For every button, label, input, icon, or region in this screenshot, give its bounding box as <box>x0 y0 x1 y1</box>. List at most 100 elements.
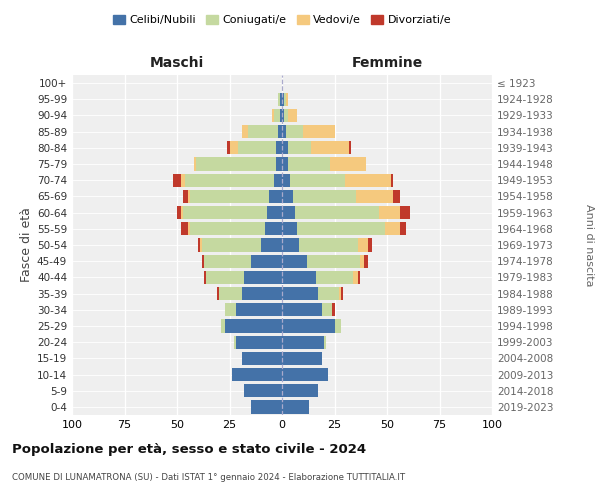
Bar <box>338 287 341 300</box>
Bar <box>242 352 282 365</box>
Bar <box>282 190 293 203</box>
Bar <box>296 222 385 235</box>
Bar <box>282 222 296 235</box>
Bar <box>194 158 196 170</box>
Bar <box>299 238 358 252</box>
Bar <box>271 109 274 122</box>
Bar <box>335 320 341 332</box>
Bar <box>173 174 181 187</box>
Bar <box>181 206 184 220</box>
Bar <box>242 287 282 300</box>
Bar <box>282 92 284 106</box>
Bar <box>274 174 282 187</box>
Bar <box>282 158 289 170</box>
Bar <box>221 320 226 332</box>
Bar <box>385 222 400 235</box>
Bar <box>358 270 360 284</box>
Bar <box>219 287 242 300</box>
Bar <box>204 254 251 268</box>
Bar <box>311 141 349 154</box>
Bar <box>227 141 229 154</box>
Bar <box>341 287 343 300</box>
Bar <box>282 384 318 398</box>
Text: Popolazione per età, sesso e stato civile - 2024: Popolazione per età, sesso e stato civil… <box>12 442 366 456</box>
Bar <box>391 174 394 187</box>
Bar <box>282 174 290 187</box>
Bar <box>282 238 299 252</box>
Bar <box>400 206 410 220</box>
Bar <box>290 174 345 187</box>
Bar <box>185 174 274 187</box>
Text: Anni di nascita: Anni di nascita <box>584 204 594 286</box>
Bar <box>360 254 364 268</box>
Y-axis label: Fasce di età: Fasce di età <box>20 208 33 282</box>
Bar <box>236 336 282 349</box>
Bar <box>282 368 328 381</box>
Bar <box>286 125 303 138</box>
Bar <box>282 125 286 138</box>
Bar <box>282 206 295 220</box>
Bar <box>244 270 282 284</box>
Legend: Celibi/Nubili, Coniugati/e, Vedovi/e, Divorziati/e: Celibi/Nubili, Coniugati/e, Vedovi/e, Di… <box>108 10 456 30</box>
Bar <box>345 174 391 187</box>
Bar <box>181 222 187 235</box>
Bar <box>307 254 360 268</box>
Bar <box>358 238 368 252</box>
Bar <box>278 125 282 138</box>
Bar <box>400 222 406 235</box>
Bar <box>204 270 206 284</box>
Bar <box>280 92 282 106</box>
Bar <box>238 141 276 154</box>
Bar <box>349 141 352 154</box>
Bar <box>282 254 307 268</box>
Text: COMUNE DI LUNAMATRONA (SU) - Dati ISTAT 1° gennaio 2024 - Elaborazione TUTTITALI: COMUNE DI LUNAMATRONA (SU) - Dati ISTAT … <box>12 472 405 482</box>
Bar <box>322 303 332 316</box>
Bar <box>202 238 261 252</box>
Bar <box>276 158 282 170</box>
Bar <box>282 287 318 300</box>
Bar <box>234 336 236 349</box>
Bar <box>202 254 204 268</box>
Bar <box>284 109 289 122</box>
Bar <box>184 206 268 220</box>
Bar <box>226 303 236 316</box>
Bar <box>282 109 284 122</box>
Bar <box>353 270 358 284</box>
Bar <box>282 320 335 332</box>
Bar <box>217 287 219 300</box>
Bar <box>200 238 202 252</box>
Bar <box>295 206 379 220</box>
Bar <box>244 384 282 398</box>
Bar <box>284 92 286 106</box>
Bar <box>196 158 276 170</box>
Bar <box>236 303 282 316</box>
Bar <box>198 238 200 252</box>
Bar <box>206 270 244 284</box>
Text: Femmine: Femmine <box>352 56 422 70</box>
Bar <box>276 141 282 154</box>
Bar <box>379 206 400 220</box>
Bar <box>242 125 248 138</box>
Bar <box>286 92 289 106</box>
Bar <box>289 109 296 122</box>
Bar <box>332 303 335 316</box>
Bar <box>394 190 400 203</box>
Bar <box>251 400 282 413</box>
Bar <box>282 400 310 413</box>
Bar <box>324 336 326 349</box>
Bar <box>331 158 366 170</box>
Bar <box>303 125 335 138</box>
Bar <box>181 174 185 187</box>
Bar <box>248 125 278 138</box>
Bar <box>229 141 238 154</box>
Bar <box>289 141 311 154</box>
Text: Maschi: Maschi <box>150 56 204 70</box>
Bar <box>261 238 282 252</box>
Bar <box>364 254 368 268</box>
Bar <box>232 368 282 381</box>
Bar <box>289 158 331 170</box>
Bar <box>278 92 280 106</box>
Bar <box>184 190 187 203</box>
Bar <box>316 270 353 284</box>
Bar <box>190 190 269 203</box>
